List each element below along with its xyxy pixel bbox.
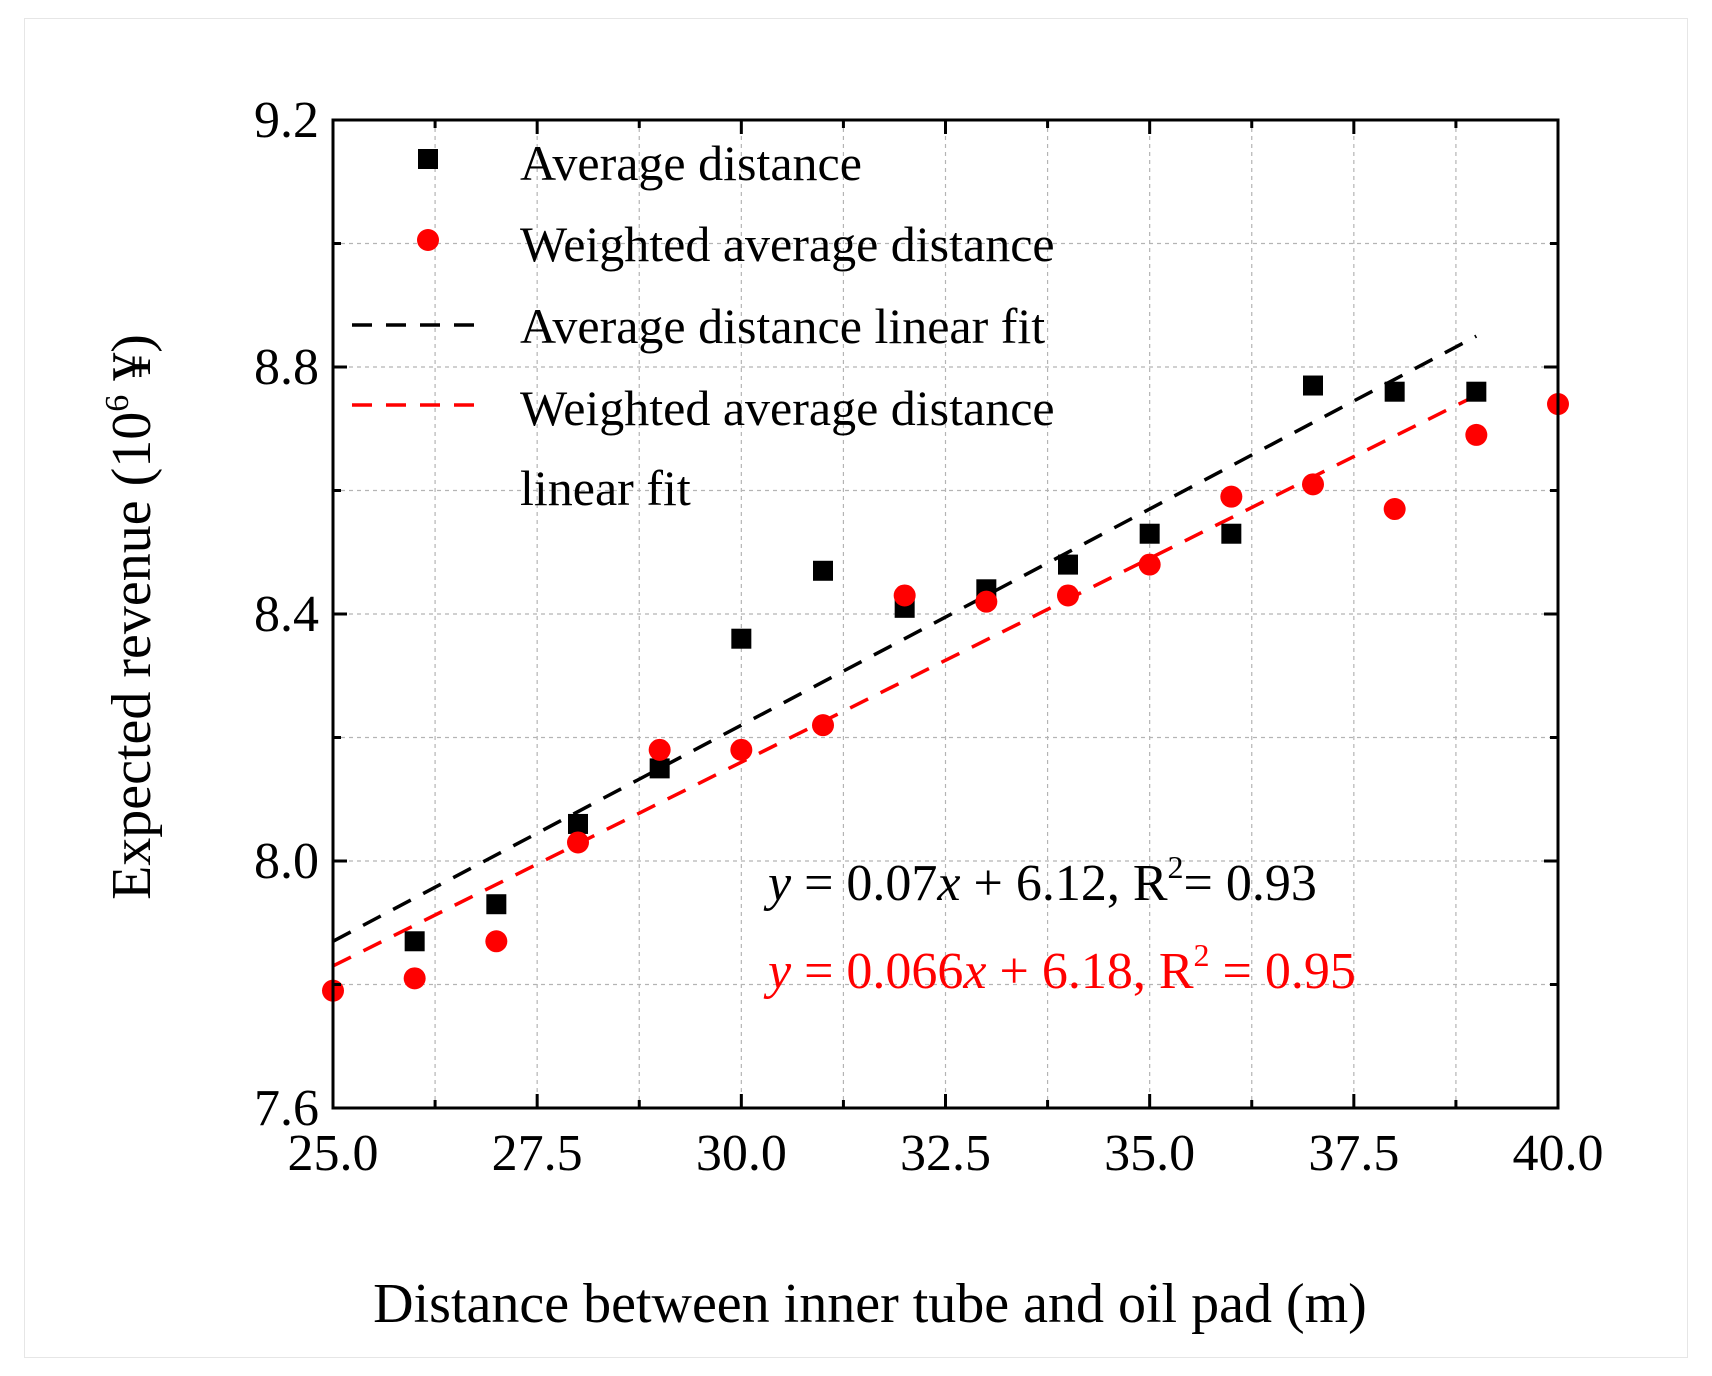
average-distance-point [404,931,425,952]
eq1-end: = 0.93 [1184,855,1317,912]
legend: Average distance Weighted average distan… [352,135,1055,516]
x-tick-label: 25.0 [288,1125,379,1182]
x-tick-label: 37.5 [1308,1125,1399,1182]
average-distance-point [486,894,507,915]
weighted-average-point [1057,584,1079,607]
legend-marker-weighted [417,229,439,251]
legend-label-average-fit: Average distance linear fit [520,298,1045,354]
x-tick-label: 27.5 [492,1125,583,1182]
eq2-y: y [763,943,792,1000]
fit-equations: y = 0.07x + 6.12, R2= 0.93 y = 0.066x + … [763,849,1356,1000]
average-distance-point [1139,523,1160,544]
x-tick-label: 30.0 [696,1125,787,1182]
weighted-average-point [648,738,671,761]
average-distance-point [1303,375,1323,396]
eq1-eq: = 0.07 [791,855,937,912]
tick-labels: 25.0 27.5 30.0 32.5 35.0 37.5 40.0 7.6 8.0 8.4 8.8… [254,92,1604,1182]
eq2-x: x [962,943,986,1000]
weighted-average-point [1138,553,1161,576]
equation-average: y = 0.07x + 6.12, R2= 0.93 [763,849,1317,912]
weighted-average-point [1465,423,1488,446]
average-fit-line [332,334,1478,943]
average-distance-point [1058,554,1078,575]
y-axis-title-exponent: 6 [99,395,136,412]
eq1-y: y [763,855,792,912]
x-axis-title: Distance between inner tube and oil pad … [373,1273,1367,1335]
y-axis-title: Expected revenue (106 ¥) [99,334,163,900]
legend-label-weighted-fit-line2: linear fit [520,460,691,516]
x-tick-label: 35.0 [1104,1125,1195,1182]
eq2-eq: = 0.066 [791,943,963,1000]
weighted-average-point [812,714,834,737]
average-distance-point [813,560,833,581]
y-tick-label: 8.4 [254,586,319,643]
eq1-x: x [936,855,960,912]
average-distance-point [568,813,588,834]
legend-label-average: Average distance [520,135,862,191]
eq2-sup: 2 [1194,937,1210,973]
data-points [322,375,1569,1002]
weighted-average-point [893,584,916,607]
legend-label-weighted-fit: Weighted average distance [520,380,1055,436]
weighted-average-point [975,590,998,613]
y-axis-title-unit: ¥) [101,334,163,395]
fit-lines [332,334,1478,968]
weighted-average-point [567,831,589,854]
average-distance-point [649,758,670,779]
weighted-average-point [403,967,426,990]
weighted-average-point [730,738,753,761]
weighted-average-point [485,930,508,953]
weighted-average-point [1302,473,1324,496]
eq1-rest: + 6.12, R [961,855,1168,912]
weighted-fit-line [332,393,1478,968]
equation-weighted: y = 0.066x + 6.18, R2 = 0.95 [763,937,1356,1000]
axis-ticks [331,118,1560,1110]
average-distance-point [1221,523,1242,544]
legend-label-weighted: Weighted average distance [520,216,1055,272]
x-tick-label: 32.5 [900,1125,991,1182]
x-tick-label: 40.0 [1513,1125,1604,1182]
average-distance-point [1466,381,1487,402]
y-axis-title-main: Expected revenue (10 [101,412,163,900]
y-tick-label: 8.0 [254,833,319,890]
eq2-end: = 0.95 [1210,943,1356,1000]
figure-frame [24,18,1688,1358]
weighted-average-point [1383,498,1406,521]
eq2-rest: + 6.18, R [987,943,1194,1000]
average-distance-point [1384,381,1405,402]
average-distance-point [731,628,752,649]
y-tick-label: 7.6 [254,1080,319,1137]
y-tick-label: 8.8 [254,339,319,396]
eq1-sup: 2 [1168,849,1184,885]
weighted-average-point [1220,485,1243,508]
y-tick-label: 9.2 [254,92,319,149]
legend-marker-average [418,149,438,169]
